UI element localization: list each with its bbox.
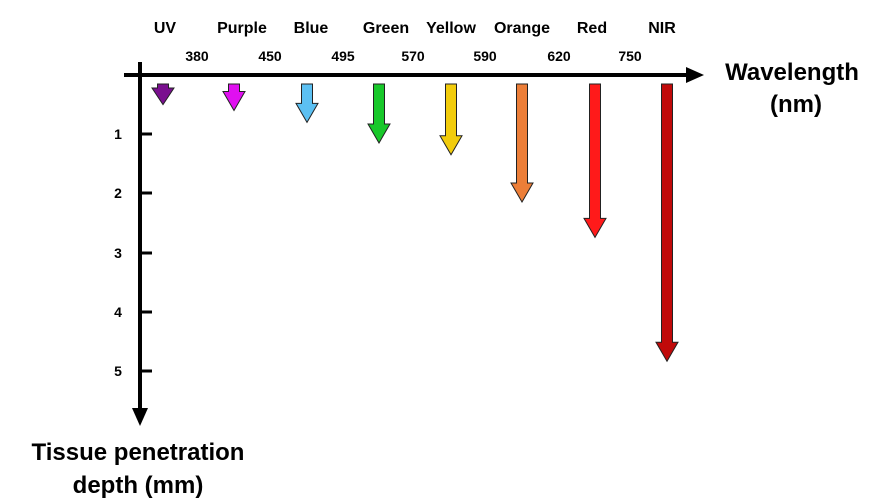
- penetration-arrows: [151, 83, 679, 363]
- band-label-green: Green: [363, 20, 409, 37]
- penetration-arrow-green: [367, 83, 391, 144]
- wavelength-tick-450: 450: [258, 48, 282, 64]
- band-label-orange: Orange: [494, 20, 550, 37]
- wavelength-tick-620: 620: [547, 48, 571, 64]
- penetration-arrow-uv: [151, 83, 175, 106]
- band-label-yellow: Yellow: [426, 20, 476, 37]
- x-axis-title-line1: Wavelength: [725, 59, 859, 86]
- depth-tick-label-2: 2: [114, 185, 122, 201]
- band-label-purple: Purple: [217, 20, 267, 37]
- penetration-arrow-red: [583, 83, 607, 239]
- wavelength-tick-590: 590: [473, 48, 497, 64]
- axes: [124, 62, 704, 426]
- depth-tick-label-3: 3: [114, 245, 122, 261]
- penetration-arrow-purple: [222, 83, 246, 112]
- wavelength-tick-495: 495: [331, 48, 355, 64]
- wavelength-tick-380: 380: [185, 48, 209, 64]
- penetration-arrow-nir: [655, 83, 679, 363]
- y-axis-title-line1: Tissue penetration: [32, 439, 245, 466]
- wavelength-tick-750: 750: [618, 48, 642, 64]
- penetration-arrow-orange: [510, 83, 534, 203]
- band-labels: UV Purple Blue Green Yellow Orange Red NIR: [154, 20, 676, 37]
- x-axis-arrowhead: [686, 67, 704, 83]
- penetration-arrow-blue: [295, 83, 319, 124]
- band-label-red: Red: [577, 20, 607, 37]
- band-label-nir: NIR: [648, 20, 676, 37]
- depth-tick-label-1: 1: [114, 126, 122, 142]
- band-label-uv: UV: [154, 20, 177, 37]
- wavelength-tick-labels: 380 450 495 570 590 620 750: [185, 48, 642, 64]
- x-axis-title-line2: (nm): [770, 91, 822, 118]
- y-axis-arrowhead: [132, 408, 148, 426]
- depth-tick-label-4: 4: [114, 304, 122, 320]
- depth-ticks: 1 2 3 4 5: [114, 126, 152, 379]
- penetration-arrow-yellow: [439, 83, 463, 156]
- band-label-blue: Blue: [294, 20, 329, 37]
- y-axis-title-line2: depth (mm): [73, 472, 204, 499]
- depth-tick-label-5: 5: [114, 363, 122, 379]
- wavelength-tick-570: 570: [401, 48, 425, 64]
